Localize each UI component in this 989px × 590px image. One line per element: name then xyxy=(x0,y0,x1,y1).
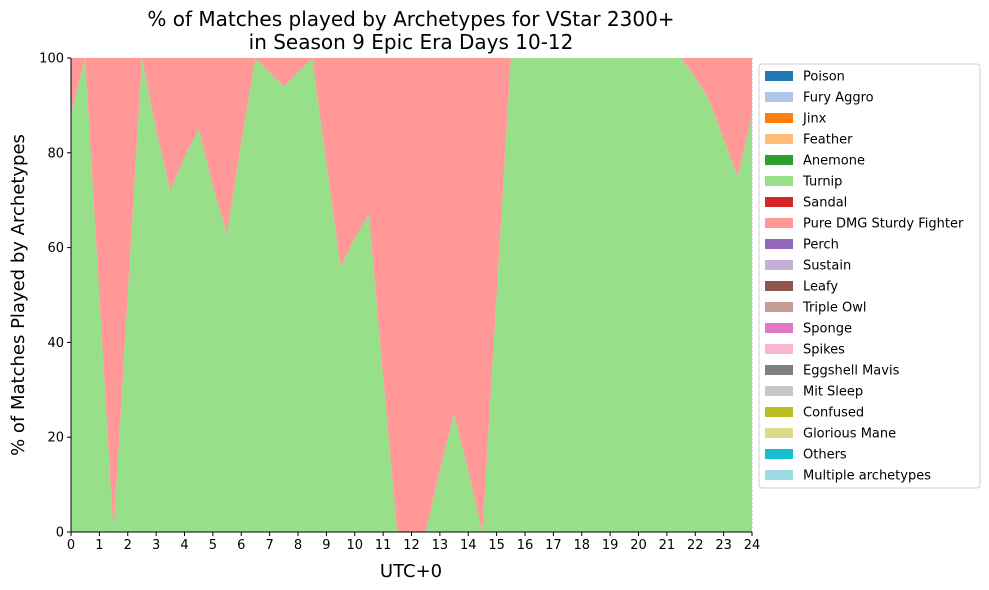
x-tick-label-17: 17 xyxy=(545,538,562,553)
legend-swatch-perch xyxy=(765,239,793,249)
x-tick-label-9: 9 xyxy=(322,538,330,553)
legend-swatch-glorious-mane xyxy=(765,428,793,438)
y-axis-ticks: 0 20 40 60 80 100 xyxy=(39,52,71,541)
legend-swatch-multiple-archetypes xyxy=(765,470,793,480)
legend-swatch-sandal xyxy=(765,197,793,207)
legend-label-feather: Feather xyxy=(803,133,853,148)
legend-label-sponge: Sponge xyxy=(803,322,852,337)
legend-swatch-eggshell-mavis xyxy=(765,365,793,375)
legend-label-others: Others xyxy=(803,448,847,463)
x-tick-label-19: 19 xyxy=(602,538,619,553)
x-tick-label-22: 22 xyxy=(687,538,704,553)
legend-swatch-spikes xyxy=(765,344,793,354)
y-tick-label-80: 80 xyxy=(47,146,64,161)
legend-frame xyxy=(758,63,981,489)
legend-label-spikes: Spikes xyxy=(803,343,845,358)
legend-swatch-sponge xyxy=(765,323,793,333)
x-tick-label-12: 12 xyxy=(403,538,420,553)
legend-swatch-poison xyxy=(765,71,793,81)
area-turnip xyxy=(71,58,752,532)
x-tick-label-4: 4 xyxy=(180,538,188,553)
x-tick-label-2: 2 xyxy=(124,538,132,553)
x-tick-label-3: 3 xyxy=(152,538,160,553)
x-tick-label-23: 23 xyxy=(715,538,732,553)
legend-label-anemone: Anemone xyxy=(803,154,865,169)
legend-label-leafy: Leafy xyxy=(803,280,838,295)
legend-items: Poison Fury Aggro Jinx Feather Anemone Turnip… xyxy=(765,70,964,484)
x-axis-label: UTC+0 xyxy=(380,561,442,582)
area-pure-dmg-sturdy-fighter xyxy=(71,58,752,532)
x-tick-label-24: 24 xyxy=(744,538,761,553)
x-tick-label-10: 10 xyxy=(346,538,363,553)
legend-label-glorious-mane: Glorious Mane xyxy=(803,427,896,442)
legend-label-pure-dmg-sturdy-fighter: Pure DMG Sturdy Fighter xyxy=(803,217,964,232)
legend-swatch-feather xyxy=(765,134,793,144)
legend-label-sandal: Sandal xyxy=(803,196,847,211)
legend-swatch-triple-owl xyxy=(765,302,793,312)
legend-swatch-fury-aggro xyxy=(765,92,793,102)
x-tick-label-6: 6 xyxy=(237,538,245,553)
x-tick-label-1: 1 xyxy=(95,538,103,553)
legend-swatch-sustain xyxy=(765,260,793,270)
x-tick-label-8: 8 xyxy=(294,538,302,553)
x-tick-label-13: 13 xyxy=(432,538,449,553)
x-tick-label-16: 16 xyxy=(517,538,534,553)
legend-label-jinx: Jinx xyxy=(802,112,827,127)
legend-label-sustain: Sustain xyxy=(803,259,851,274)
y-axis-label: % of Matches Played by Archetypes xyxy=(8,134,29,456)
legend-label-poison: Poison xyxy=(803,70,845,85)
legend-label-multiple-archetypes: Multiple archetypes xyxy=(803,469,931,484)
y-tick-label-40: 40 xyxy=(47,336,64,351)
legend-swatch-mit-sleep xyxy=(765,386,793,396)
legend-swatch-turnip xyxy=(765,176,793,186)
legend-swatch-confused xyxy=(765,407,793,417)
legend-swatch-leafy xyxy=(765,281,793,291)
x-tick-label-7: 7 xyxy=(265,538,273,553)
chart-title-line-2: in Season 9 Epic Era Days 10-12 xyxy=(249,30,574,54)
series-areas xyxy=(71,58,752,532)
x-tick-label-5: 5 xyxy=(209,538,217,553)
legend-label-confused: Confused xyxy=(803,406,864,421)
x-tick-label-18: 18 xyxy=(573,538,590,553)
legend-label-mit-sleep: Mit Sleep xyxy=(803,385,863,400)
y-tick-label-20: 20 xyxy=(47,431,64,446)
x-tick-label-14: 14 xyxy=(460,538,477,553)
legend-label-eggshell-mavis: Eggshell Mavis xyxy=(803,364,900,379)
legend-label-turnip: Turnip xyxy=(802,175,842,190)
x-tick-label-21: 21 xyxy=(659,538,676,553)
legend-swatch-pure-dmg-sturdy-fighter xyxy=(765,218,793,228)
legend-label-perch: Perch xyxy=(803,238,839,253)
legend-label-triple-owl: Triple Owl xyxy=(802,301,866,316)
legend-swatch-others xyxy=(765,449,793,459)
legend-swatch-jinx xyxy=(765,113,793,123)
x-axis-ticks: 0 1 2 3 4 5 6 7 8 9 10 11 12 13 14 15 16 17 18 19 20 21 22 23 24 xyxy=(67,532,760,553)
x-tick-label-0: 0 xyxy=(67,538,75,553)
x-tick-label-11: 11 xyxy=(375,538,392,553)
y-tick-label-100: 100 xyxy=(39,52,64,67)
legend-label-fury-aggro: Fury Aggro xyxy=(803,91,874,106)
chart-legend: Poison Fury Aggro Jinx Feather Anemone Turnip… xyxy=(758,63,981,489)
y-tick-label-60: 60 xyxy=(47,241,64,256)
chart-title-line-1: % of Matches played by Archetypes for VS… xyxy=(147,7,674,31)
x-tick-label-20: 20 xyxy=(630,538,647,553)
x-tick-label-15: 15 xyxy=(488,538,505,553)
legend-swatch-anemone xyxy=(765,155,793,165)
y-tick-label-0: 0 xyxy=(56,526,64,541)
